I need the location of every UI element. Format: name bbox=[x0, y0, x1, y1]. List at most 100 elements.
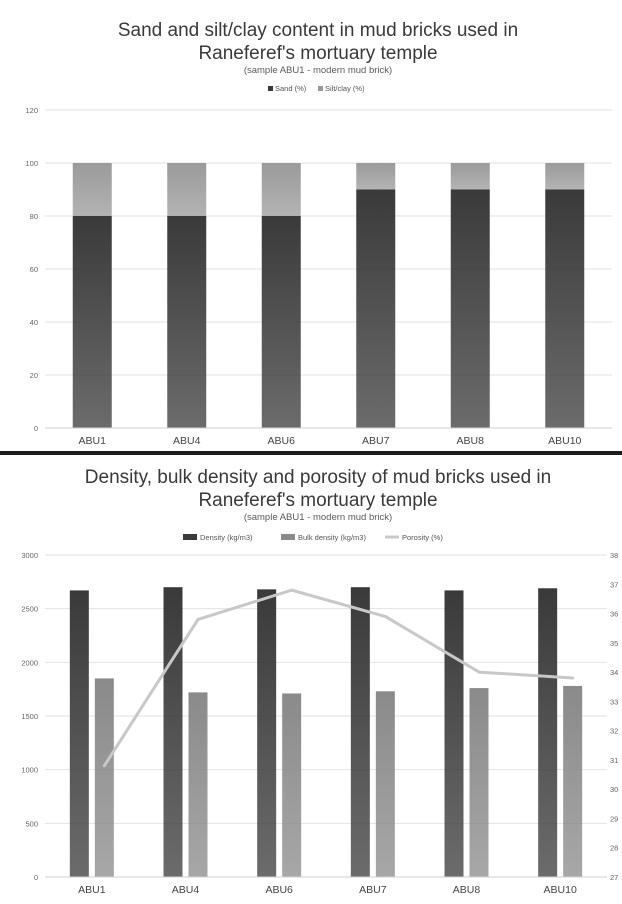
chart2-title-line2: Raneferef's mortuary temple bbox=[198, 490, 437, 511]
density-porosity-chart: Density, bulk density and porosity of mu… bbox=[21, 467, 618, 896]
porosity-point bbox=[477, 670, 481, 674]
chart1-x-tick-label: ABU7 bbox=[362, 435, 390, 447]
chart1-y-tick-label: 20 bbox=[30, 371, 38, 380]
density-bar bbox=[163, 587, 183, 877]
chart2-left-y-tick-label: 500 bbox=[25, 819, 38, 828]
chart2-left-y-axis: 0 500 1000 1500 2000 2500 3000 bbox=[21, 551, 38, 882]
density-bar bbox=[444, 590, 464, 877]
porosity-line bbox=[103, 588, 573, 767]
chart2-bars bbox=[69, 587, 583, 877]
chart2-right-y-tick-label: 33 bbox=[610, 697, 618, 706]
chart2-right-y-tick-label: 35 bbox=[610, 639, 618, 648]
sand-bar bbox=[261, 216, 301, 428]
chart1-x-tick-label: ABU6 bbox=[268, 435, 296, 447]
density-bar bbox=[538, 588, 558, 877]
chart2-legend: Density (kg/m3) Bulk density (kg/m3) Poros… bbox=[183, 533, 443, 542]
sand-bar bbox=[72, 216, 112, 428]
bulk-density-bar bbox=[563, 685, 583, 877]
chart2-right-y-tick-label: 36 bbox=[610, 610, 618, 619]
chart1-subtitle: (sample ABU1 - modern mud brick) bbox=[244, 65, 392, 76]
density-bar bbox=[257, 589, 277, 877]
silt-clay-bar bbox=[167, 163, 207, 216]
chart2-right-y-tick-label: 32 bbox=[610, 727, 618, 736]
porosity-point bbox=[196, 617, 200, 621]
chart2-legend-label: Density (kg/m3) bbox=[200, 533, 253, 542]
chart2-title-line1: Density, bulk density and porosity of mu… bbox=[85, 467, 551, 488]
chart1-title-line2: Raneferef's mortuary temple bbox=[198, 43, 437, 64]
chart2-subtitle: (sample ABU1 - modern mud brick) bbox=[244, 512, 392, 523]
panel-separator bbox=[0, 451, 622, 456]
silt-clay-bar bbox=[450, 163, 490, 190]
chart2-x-tick-label: ABU7 bbox=[359, 884, 387, 896]
sand-silt-chart-panel: Sand and silt/clay content in mud bricks… bbox=[25, 20, 612, 447]
chart1-gridlines bbox=[45, 109, 612, 429]
sand-silt-chart: Sand and silt/clay content in mud bricks… bbox=[25, 20, 612, 447]
density-legend-swatch bbox=[183, 534, 197, 540]
chart2-left-y-tick-label: 0 bbox=[34, 873, 38, 882]
chart2-gridlines bbox=[45, 554, 607, 878]
chart2-left-y-tick-label: 1000 bbox=[21, 766, 38, 775]
chart2-x-tick-label: ABU6 bbox=[265, 884, 293, 896]
chart2-right-y-tick-label: 38 bbox=[610, 551, 618, 560]
chart2-x-tick-label: ABU4 bbox=[172, 884, 200, 896]
silt-clay-bar bbox=[72, 163, 112, 216]
chart2-x-tick-label: ABU8 bbox=[453, 884, 481, 896]
chart1-legend: Sand (%) Silt/clay (%) bbox=[268, 84, 365, 93]
chart1-x-tick-label: ABU8 bbox=[457, 435, 485, 447]
chart2-legend-label: Porosity (%) bbox=[402, 533, 443, 542]
density-bar bbox=[69, 590, 89, 877]
porosity-point bbox=[290, 588, 294, 592]
bulk-density-bar bbox=[469, 688, 489, 877]
chart2-right-y-tick-label: 31 bbox=[610, 756, 618, 765]
chart1-x-tick-label: ABU10 bbox=[548, 435, 581, 447]
chart1-y-tick-label: 80 bbox=[30, 212, 38, 221]
silt-clay-bar bbox=[356, 163, 396, 190]
chart2-x-tick-label: ABU1 bbox=[78, 884, 106, 896]
chart2-right-y-tick-label: 30 bbox=[610, 785, 618, 794]
bulk-density-bar bbox=[282, 693, 302, 877]
chart2-x-axis: ABU1 ABU4 ABU6 ABU7 ABU8 ABU10 bbox=[45, 876, 607, 896]
chart1-y-tick-label: 60 bbox=[30, 265, 38, 274]
sand-bar bbox=[356, 189, 396, 428]
chart1-y-axis: 0 20 40 60 80 100 120 bbox=[25, 106, 38, 433]
chart2-left-y-tick-label: 2000 bbox=[21, 658, 38, 667]
chart2-right-y-tick-label: 28 bbox=[610, 844, 618, 853]
chart2-right-y-tick-label: 27 bbox=[610, 873, 618, 882]
porosity-point bbox=[571, 676, 575, 680]
chart1-x-tick-label: ABU1 bbox=[79, 435, 107, 447]
chart2-left-y-tick-label: 2500 bbox=[21, 605, 38, 614]
chart2-left-y-tick-label: 3000 bbox=[21, 551, 38, 560]
sand-bar bbox=[167, 216, 207, 428]
porosity-point bbox=[383, 614, 387, 618]
chart2-x-tick-label: ABU10 bbox=[544, 884, 577, 896]
bulk-density-legend-swatch bbox=[281, 534, 295, 540]
chart1-bars bbox=[72, 163, 585, 428]
porosity-point bbox=[102, 764, 106, 768]
chart2-right-y-tick-label: 34 bbox=[610, 668, 618, 677]
chart1-legend-label: Sand (%) bbox=[275, 84, 307, 93]
bulk-density-bar bbox=[94, 678, 114, 877]
sand-legend-swatch bbox=[268, 86, 273, 91]
silt-clay-legend-swatch bbox=[318, 86, 323, 91]
sand-bar bbox=[450, 189, 490, 428]
chart2-porosity-line bbox=[102, 588, 575, 768]
chart1-y-tick-label: 120 bbox=[25, 106, 38, 115]
chart1-y-tick-label: 0 bbox=[34, 424, 38, 433]
chart1-title-line1: Sand and silt/clay content in mud bricks… bbox=[118, 20, 518, 41]
silt-clay-bar bbox=[545, 163, 585, 190]
chart2-left-y-tick-label: 1500 bbox=[21, 712, 38, 721]
chart1-y-tick-label: 40 bbox=[30, 318, 38, 327]
chart2-right-y-tick-label: 29 bbox=[610, 814, 618, 823]
silt-clay-bar bbox=[261, 163, 301, 216]
chart2-right-y-axis: 38 37 36 35 34 33 32 31 30 29 28 27 bbox=[610, 551, 618, 882]
density-bar bbox=[350, 587, 370, 877]
chart2-right-y-tick-label: 37 bbox=[610, 580, 618, 589]
chart1-x-axis: ABU1 ABU4 ABU6 ABU7 ABU8 ABU10 bbox=[45, 427, 612, 447]
chart1-legend-label: Silt/clay (%) bbox=[325, 84, 365, 93]
chart1-y-tick-label: 100 bbox=[25, 159, 38, 168]
chart2-legend-label: Bulk density (kg/m3) bbox=[298, 533, 366, 542]
density-porosity-chart-panel: Density, bulk density and porosity of mu… bbox=[0, 455, 622, 899]
bulk-density-bar bbox=[375, 691, 395, 877]
chart1-x-tick-label: ABU4 bbox=[173, 435, 201, 447]
bulk-density-bar bbox=[188, 692, 208, 877]
